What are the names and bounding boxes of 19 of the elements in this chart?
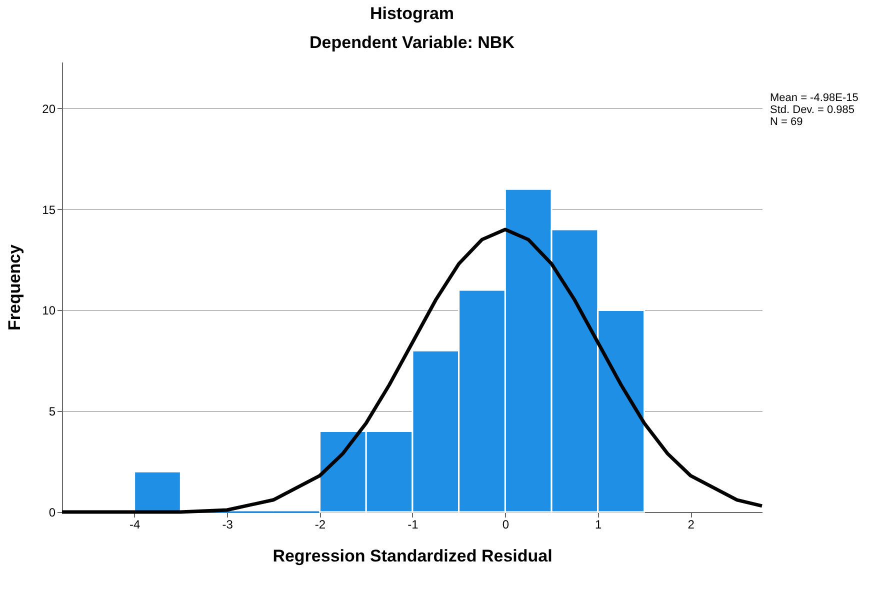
- x-tick-label: -2: [314, 518, 326, 532]
- x-tick-label: -4: [129, 518, 140, 532]
- x-axis-title: Regression Standardized Residual: [272, 546, 552, 566]
- x-tick-label: 2: [688, 518, 695, 532]
- chart-title: Histogram: [370, 4, 454, 23]
- y-tick-label: 15: [42, 202, 56, 217]
- x-tick-label: 1: [595, 518, 602, 532]
- y-tick-label: 0: [48, 506, 56, 520]
- y-tick-label: 10: [42, 304, 56, 318]
- x-tick-label: -1: [408, 518, 419, 532]
- x-tick-label: 0: [502, 518, 510, 532]
- y-axis-title: Frequency: [5, 244, 24, 330]
- chart-subtitle: Dependent Variable: NBK: [310, 33, 516, 52]
- text: Mean = -4.98E-15: [770, 92, 858, 104]
- y-tick-label: 5: [48, 404, 56, 419]
- text: N = 69: [770, 116, 803, 128]
- y-tick-label: 20: [42, 102, 56, 116]
- x-tick-label: -3: [222, 518, 234, 532]
- text: Std. Dev. = 0.985: [770, 104, 854, 116]
